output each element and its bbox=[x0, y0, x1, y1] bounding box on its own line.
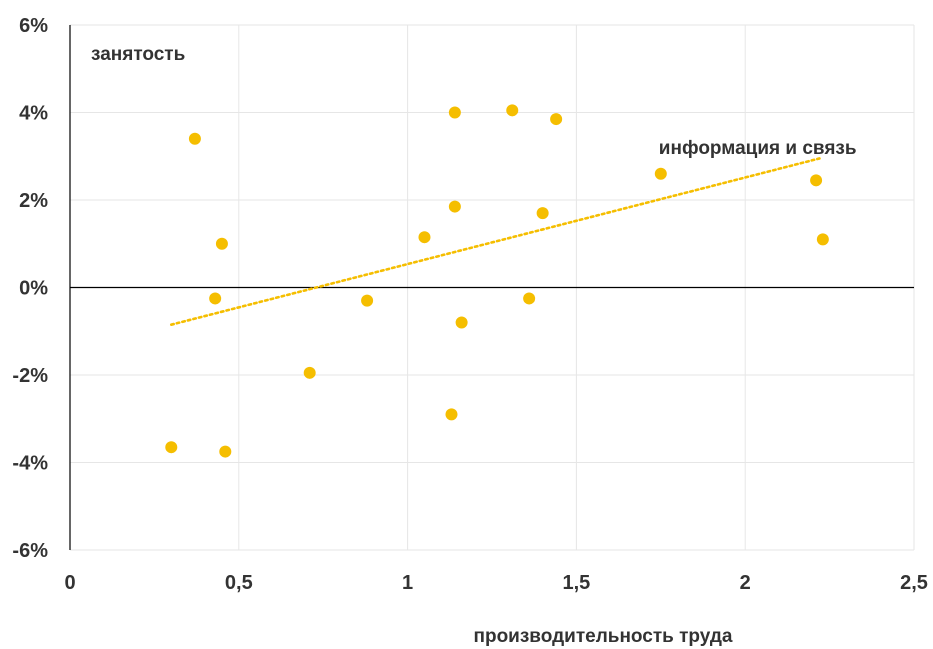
annotation-label: информация и связь bbox=[659, 138, 857, 159]
data-point bbox=[303, 366, 316, 379]
x-tick-label: 2,5 bbox=[900, 572, 928, 594]
data-point bbox=[215, 237, 228, 250]
x-axis-label: производительность труда bbox=[473, 626, 732, 647]
x-tick-label: 1 bbox=[402, 572, 413, 594]
grid bbox=[70, 24, 915, 551]
data-point bbox=[448, 106, 461, 119]
data-point bbox=[445, 408, 458, 421]
x-tick-label: 0,5 bbox=[225, 572, 253, 594]
data-points bbox=[165, 104, 829, 458]
y-tick-label: 6% bbox=[19, 15, 48, 37]
trendline-layer bbox=[169, 157, 821, 326]
data-point bbox=[506, 104, 519, 117]
y-axis-label: занятость bbox=[91, 44, 185, 65]
x-tick-label: 2 bbox=[740, 572, 751, 594]
data-point bbox=[523, 292, 536, 305]
x-tick-label: 0 bbox=[64, 572, 75, 594]
data-point bbox=[165, 441, 178, 454]
data-point bbox=[816, 233, 829, 246]
data-point bbox=[448, 200, 461, 213]
axes bbox=[69, 25, 914, 550]
data-point bbox=[209, 292, 222, 305]
data-point bbox=[810, 174, 823, 187]
x-tick-label: 1,5 bbox=[562, 572, 590, 594]
data-point bbox=[550, 113, 563, 126]
y-tick-label: -2% bbox=[12, 365, 48, 387]
y-tick-label: -6% bbox=[12, 540, 48, 562]
y-tick-label: -4% bbox=[12, 453, 48, 475]
trendline bbox=[169, 157, 821, 326]
y-tick-label: 2% bbox=[19, 190, 48, 212]
data-point bbox=[188, 132, 201, 145]
y-tick-label: 4% bbox=[19, 103, 48, 125]
x-tick-labels: 0 0,5 1 1,5 2 2,5 bbox=[64, 572, 927, 594]
annotations: информация и связь bbox=[659, 138, 857, 159]
data-point bbox=[219, 445, 232, 458]
data-point bbox=[654, 167, 667, 180]
data-point bbox=[361, 294, 374, 307]
data-point bbox=[536, 207, 549, 220]
data-point bbox=[455, 316, 468, 329]
y-tick-labels: -6% -4% -2% 0% 2% 4% 6% bbox=[12, 15, 48, 562]
data-point bbox=[418, 231, 431, 244]
y-tick-label: 0% bbox=[19, 278, 48, 300]
